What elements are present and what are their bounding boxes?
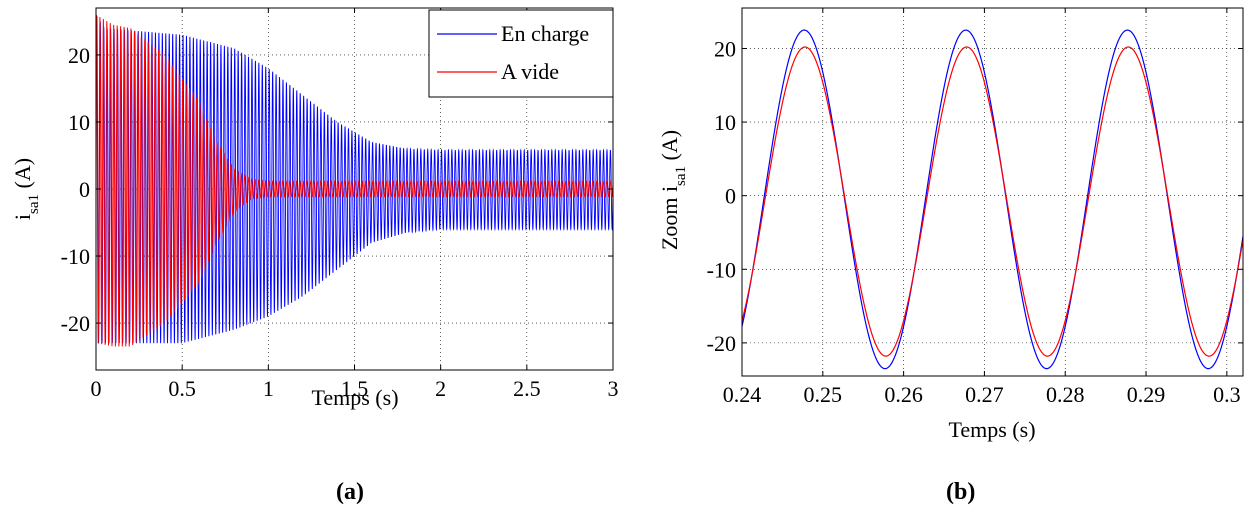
- x-tick-label-a: 3: [608, 376, 619, 401]
- y-tick-label-a: -10: [61, 244, 90, 269]
- y-tick-label-b: -20: [707, 331, 736, 356]
- series-line-a-vide: [95, 14, 614, 347]
- panel-label-b: (b): [946, 479, 976, 505]
- y-tick-label-a: 20: [68, 43, 90, 68]
- legend: En charge A vide: [428, 9, 614, 98]
- x-tick-label-a: 0.5: [168, 376, 196, 401]
- x-tick-label-b: 0.27: [965, 382, 1004, 407]
- y-tick-label-a: -20: [61, 311, 90, 336]
- y-tick-label-a: 10: [68, 110, 90, 135]
- y-tick-label-a: 0: [79, 177, 90, 202]
- y-tick-label-b: 20: [714, 36, 736, 61]
- x-tick-label-a: 1.5: [341, 376, 369, 401]
- x-tick-label-a: 2.5: [513, 376, 541, 401]
- legend-label-a-vide: A vide: [501, 59, 559, 84]
- y-tick-label-b: 0: [725, 184, 736, 209]
- x-axis-label-b: Temps (s): [948, 417, 1035, 442]
- y-axis-label-a: isa1 (A): [10, 158, 42, 220]
- chart-a: 0 0.5 1 1.5 2 2.5 3 -20 -10 0 10 20 Temps (s) isa1 …: [10, 7, 619, 410]
- x-tick-label-b: 0.3: [1213, 382, 1241, 407]
- x-tick-label-a: 0: [91, 376, 102, 401]
- legend-label-en-charge: En charge: [501, 21, 589, 46]
- y-tick-label-b: 10: [714, 110, 736, 135]
- x-tick-label-b: 0.26: [884, 382, 923, 407]
- ticks-b: 0.24 0.25 0.26 0.27 0.28 0.29 0.3 -20 -10 0 10 20: [707, 8, 1243, 407]
- y-axis-label-b: Zoom isa1 (A): [657, 130, 689, 250]
- plot-area-b: [742, 8, 1243, 376]
- legend-box: [428, 9, 614, 98]
- series-b: [741, 29, 1244, 370]
- x-tick-label-b: 0.29: [1127, 382, 1166, 407]
- x-axis-label-a: Temps (s): [311, 385, 398, 410]
- x-tick-label-b: 0.24: [723, 382, 762, 407]
- zoom-series-line-a-vide: [741, 46, 1244, 357]
- panel-label-a: (a): [336, 479, 364, 505]
- x-tick-label-b: 0.25: [804, 382, 843, 407]
- ticks-a: 0 0.5 1 1.5 2 2.5 3 -20 -10 0 10 20: [61, 8, 619, 401]
- x-tick-label-a: 2: [435, 376, 446, 401]
- chart-b: 0.24 0.25 0.26 0.27 0.28 0.29 0.3 -20 -10 0 10 20 T…: [657, 7, 1244, 442]
- axes-frame-b: [741, 7, 1244, 377]
- series-a: [95, 14, 614, 347]
- y-tick-label-b: -10: [707, 257, 736, 282]
- x-tick-label-b: 0.28: [1046, 382, 1085, 407]
- x-tick-label-a: 1: [263, 376, 274, 401]
